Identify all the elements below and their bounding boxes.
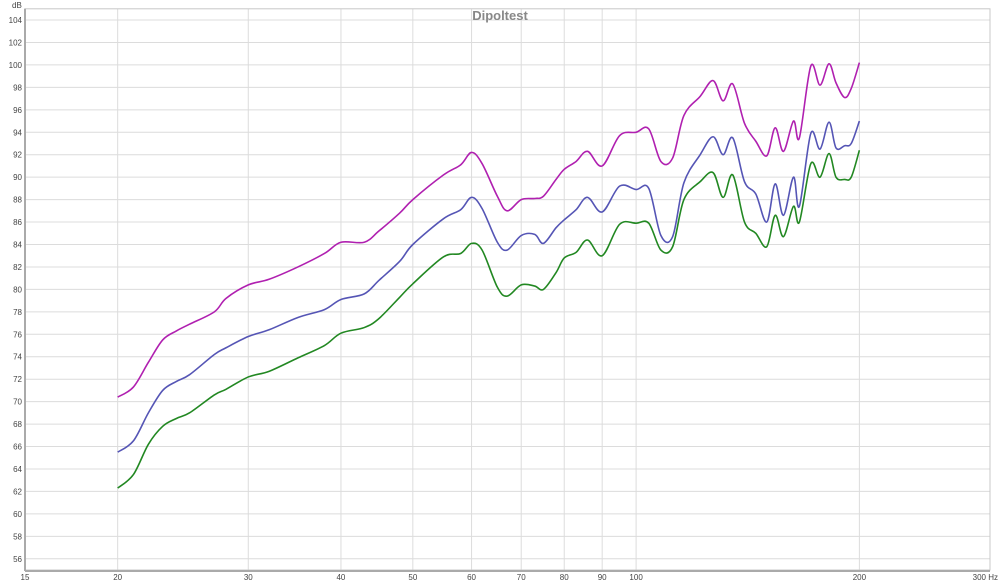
x-tick-label: 80 bbox=[560, 573, 569, 582]
y-tick-label: 66 bbox=[13, 443, 22, 452]
y-tick-label: 84 bbox=[13, 241, 22, 250]
y-tick-label: 92 bbox=[13, 151, 22, 160]
x-tick-label: 300 Hz bbox=[973, 573, 998, 582]
y-axis-label: dB bbox=[12, 1, 22, 10]
y-tick-label: 60 bbox=[13, 510, 22, 519]
x-tick-label: 40 bbox=[336, 573, 345, 582]
y-tick-label: 72 bbox=[13, 375, 22, 384]
x-tick-label: 70 bbox=[517, 573, 526, 582]
y-tick-label: 98 bbox=[13, 83, 22, 92]
grid bbox=[25, 8, 990, 570]
x-tick-label: 30 bbox=[244, 573, 253, 582]
y-tick-label: 74 bbox=[13, 353, 22, 362]
y-tick-label: 90 bbox=[13, 173, 22, 182]
y-tick-label: 102 bbox=[9, 38, 23, 47]
x-tick-label: 60 bbox=[467, 573, 476, 582]
y-tick-label: 100 bbox=[9, 61, 23, 70]
y-tick-label: 76 bbox=[13, 330, 22, 339]
x-tick-label: 90 bbox=[598, 573, 607, 582]
y-tick-label: 88 bbox=[13, 196, 22, 205]
x-tick-label: 20 bbox=[113, 573, 122, 582]
y-tick-label: 78 bbox=[13, 308, 22, 317]
series-line-1 bbox=[117, 62, 861, 398]
y-tick-label: 68 bbox=[13, 420, 22, 429]
y-tick-label: 80 bbox=[13, 285, 22, 294]
y-tick-label: 96 bbox=[13, 106, 22, 115]
x-tick-label: 200 bbox=[853, 573, 867, 582]
axes: 56 58 60 62 64 66 68 70 72 74 76 78 80 82 84 86 88 90 92 94… bbox=[9, 8, 998, 582]
y-tick-label: 86 bbox=[13, 218, 22, 227]
y-tick-label: 104 bbox=[9, 16, 23, 25]
y-tick-label: 82 bbox=[13, 263, 22, 272]
y-tick-label: 62 bbox=[13, 487, 22, 496]
series-line-2 bbox=[117, 120, 861, 453]
chart-title: Dipoltest bbox=[472, 8, 528, 23]
x-tick-label: 100 bbox=[629, 573, 643, 582]
y-tick-label: 56 bbox=[13, 555, 22, 564]
x-tick-label: 50 bbox=[408, 573, 417, 582]
y-tick-label: 70 bbox=[13, 398, 22, 407]
y-tick-label: 58 bbox=[13, 532, 22, 541]
y-tick-label: 94 bbox=[13, 128, 22, 137]
series-group bbox=[117, 62, 861, 489]
y-tick-label: 64 bbox=[13, 465, 22, 474]
series-line-3 bbox=[117, 149, 861, 489]
x-tick-label: 15 bbox=[21, 573, 30, 582]
